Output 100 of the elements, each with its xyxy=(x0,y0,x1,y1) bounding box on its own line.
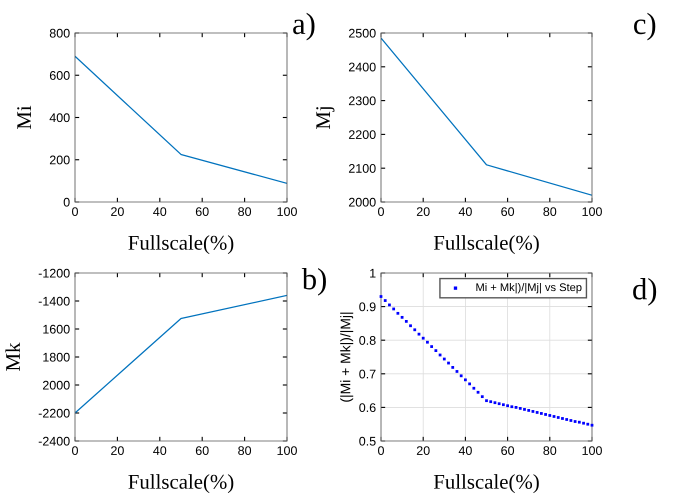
y-tick-label: 0.9 xyxy=(359,302,376,312)
y-tick-label: 2000 xyxy=(348,198,376,207)
point xyxy=(590,424,594,427)
point xyxy=(430,345,434,348)
x-tick-label: 20 xyxy=(416,446,430,456)
text: d) xyxy=(633,278,656,306)
point xyxy=(552,415,556,418)
y-tick-label: 2100 xyxy=(348,164,376,173)
point xyxy=(384,299,387,302)
x-tick-label: 80 xyxy=(238,207,252,216)
y-axis-title: Mj xyxy=(316,107,334,130)
point xyxy=(426,340,429,344)
x-tick-label: 80 xyxy=(238,446,252,456)
point xyxy=(544,413,547,416)
point xyxy=(485,399,488,402)
point xyxy=(451,366,454,369)
y-tick-label: 2300 xyxy=(348,96,376,106)
point xyxy=(548,414,552,417)
y-tick-label: 0.7 xyxy=(359,370,376,378)
text: b) xyxy=(302,268,326,296)
point xyxy=(502,403,505,406)
x-tick-label: 60 xyxy=(501,207,514,216)
point xyxy=(506,404,509,408)
point xyxy=(447,362,450,364)
y-tick-label: 2200 xyxy=(348,130,376,140)
point xyxy=(561,417,564,420)
y-axis-title: Mi xyxy=(17,106,31,130)
x-tick-label: 100 xyxy=(278,207,297,216)
y-tick-label: 0 xyxy=(64,198,70,207)
point xyxy=(404,320,408,323)
point xyxy=(409,324,412,328)
point xyxy=(556,416,560,419)
x-axis-title: Fullscale(%) xyxy=(434,474,539,494)
x-tick-label: 80 xyxy=(543,446,556,456)
x-axis-title: Fullscale(%) xyxy=(128,235,234,254)
point xyxy=(434,349,438,352)
point xyxy=(438,354,442,356)
point xyxy=(582,422,585,425)
y-tick-label: -1200 xyxy=(38,268,70,278)
point xyxy=(396,312,400,315)
text: c) xyxy=(634,12,656,40)
x-tick-label: 20 xyxy=(111,446,124,456)
x-tick-label: 60 xyxy=(501,446,514,456)
x-tick-label: 100 xyxy=(582,207,602,216)
x-tick-label: 0 xyxy=(378,207,384,216)
text: a) xyxy=(293,12,314,40)
x-axis-title: Fullscale(%) xyxy=(128,474,234,494)
y-tick-label: -2400 xyxy=(38,436,70,446)
point xyxy=(400,316,404,319)
legend-label: Mi + Mk|)/|Mj| vs Step xyxy=(476,283,582,294)
point xyxy=(523,408,526,411)
x-tick-label: 60 xyxy=(196,446,209,456)
point xyxy=(442,358,446,360)
point xyxy=(570,419,572,422)
x-tick-label: 100 xyxy=(278,446,297,456)
x-tick-label: 0 xyxy=(72,446,78,456)
point xyxy=(518,407,522,410)
point xyxy=(476,390,480,394)
point xyxy=(388,304,391,306)
y-tick-label: 2000 xyxy=(42,380,70,390)
x-tick-label: 20 xyxy=(416,207,430,216)
y-tick-label: -2200 xyxy=(38,408,70,418)
x-tick-label: 40 xyxy=(458,207,472,216)
point xyxy=(418,332,420,336)
y-tick-label: 0.5 xyxy=(359,436,376,446)
x-tick-label: 60 xyxy=(196,207,209,216)
point xyxy=(514,406,518,409)
y-tick-label: 2400 xyxy=(348,62,376,72)
x-tick-label: 40 xyxy=(458,446,472,456)
point xyxy=(540,412,543,415)
y-tick-label: 1800 xyxy=(43,352,70,362)
point xyxy=(468,382,472,386)
point xyxy=(380,295,382,298)
y-tick-label: -1400 xyxy=(38,296,70,306)
point xyxy=(464,378,467,382)
point xyxy=(532,410,534,413)
y-axis-title: Mk xyxy=(5,342,20,371)
x-tick-label: 100 xyxy=(582,446,602,456)
y-tick-label: 600 xyxy=(50,71,70,80)
x-tick-label: 40 xyxy=(153,207,166,216)
y-tick-label: 800 xyxy=(50,28,70,38)
y-tick-label: 2500 xyxy=(348,28,376,38)
x-tick-label: 20 xyxy=(111,207,124,216)
point xyxy=(536,411,539,414)
x-tick-label: 40 xyxy=(153,446,166,456)
x-tick-label: 80 xyxy=(543,207,556,216)
y-axis-title: (|Mi + Mk|)/|Mj| xyxy=(340,312,354,402)
x-tick-label: 0 xyxy=(72,207,78,216)
y-tick-label: 1 xyxy=(370,268,376,278)
y-tick-label: 0.6 xyxy=(359,403,376,412)
y-tick-label: 400 xyxy=(50,113,70,122)
point xyxy=(392,308,396,310)
point xyxy=(527,409,530,412)
point xyxy=(494,401,496,404)
point xyxy=(574,420,577,423)
y-tick-label: 0.8 xyxy=(359,336,376,345)
point xyxy=(565,418,568,421)
x-axis-title: Fullscale(%) xyxy=(434,235,539,254)
y-tick-label: 1600 xyxy=(43,324,70,334)
x-tick-label: 0 xyxy=(378,446,384,456)
